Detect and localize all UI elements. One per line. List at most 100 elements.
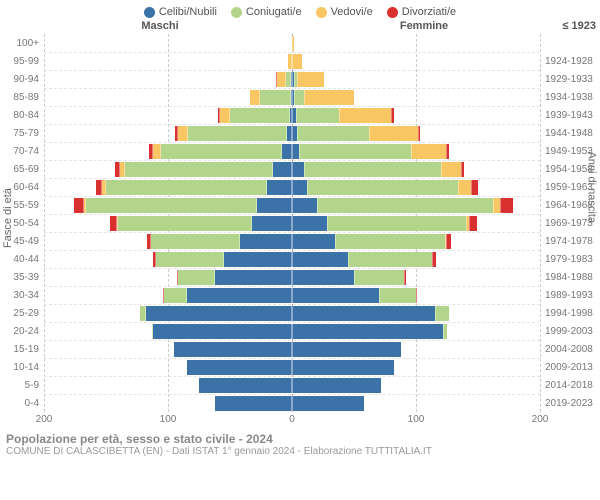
- bar-segment: [404, 270, 406, 285]
- age-label: 75-79: [0, 128, 44, 139]
- bar-segment: [187, 288, 292, 303]
- male-bar: [44, 124, 292, 142]
- legend-swatch: [144, 7, 155, 18]
- bar-segment: [446, 144, 450, 159]
- birth-year-label: 1949-1953: [540, 146, 600, 157]
- bar-segment: [174, 342, 292, 357]
- male-bar: [44, 70, 292, 88]
- birth-year-label: 1934-1938: [540, 92, 600, 103]
- bar-segment: [292, 378, 381, 393]
- birth-year-label: 1929-1933: [540, 74, 600, 85]
- bar-segment: [348, 252, 432, 267]
- chart-row: 5-92014-2018: [0, 376, 600, 394]
- bar-segment: [299, 144, 411, 159]
- legend-swatch: [387, 7, 398, 18]
- chart-row: 15-192004-2008: [0, 340, 600, 358]
- birth-year-label: 1964-1968: [540, 200, 600, 211]
- birth-year-label: 1944-1948: [540, 128, 600, 139]
- bar-segment: [156, 252, 224, 267]
- x-axis: 2001000100200: [0, 412, 600, 428]
- chart-row: 55-59 1964-1968: [0, 196, 600, 214]
- bar-container: [44, 340, 540, 358]
- chart-row: 35-39 1984-1988: [0, 268, 600, 286]
- birth-year-label: 2004-2008: [540, 344, 600, 355]
- birth-header-top: ≤ 1923: [540, 20, 600, 32]
- male-bar: [44, 340, 292, 358]
- bar-segment: [292, 162, 304, 177]
- bar-container: [44, 196, 540, 214]
- birth-year-label: 1984-1988: [540, 272, 600, 283]
- chart-row: 85-89 1934-1938: [0, 88, 600, 106]
- x-tick: 100: [160, 414, 177, 425]
- bar-segment: [161, 144, 283, 159]
- male-bar: [44, 304, 292, 322]
- legend: Celibi/Nubili Coniugati/e Vedovi/e Divorzia…: [0, 0, 600, 18]
- bar-segment: [252, 216, 292, 231]
- bar-container: [44, 376, 540, 394]
- bar-segment: [74, 198, 84, 213]
- age-label: 5-9: [0, 380, 44, 391]
- female-bar: [292, 52, 540, 70]
- birth-year-label: 1994-1998: [540, 308, 600, 319]
- bar-container: [44, 70, 540, 88]
- male-bar: [44, 196, 292, 214]
- legend-item: Vedovi/e: [316, 6, 373, 18]
- male-bar: [44, 106, 292, 124]
- age-label: 25-29: [0, 308, 44, 319]
- age-label: 0-4: [0, 398, 44, 409]
- male-header: Maschi: [36, 20, 284, 32]
- legend-label: Celibi/Nubili: [159, 6, 217, 18]
- chart-footer: Popolazione per età, sesso e stato civil…: [0, 428, 600, 457]
- bar-segment: [418, 126, 419, 141]
- bar-segment: [151, 234, 240, 249]
- female-bar: [292, 142, 540, 160]
- age-label: 70-74: [0, 146, 44, 157]
- bar-container: [44, 106, 540, 124]
- bar-segment: [292, 36, 294, 51]
- birth-year-label: 2009-2013: [540, 362, 600, 373]
- bar-segment: [297, 72, 324, 87]
- bar-segment: [153, 324, 292, 339]
- age-label: 85-89: [0, 92, 44, 103]
- bar-segment: [260, 90, 291, 105]
- bar-segment: [292, 198, 317, 213]
- chart-row: 70-74 1949-1953: [0, 142, 600, 160]
- female-bar: [292, 250, 540, 268]
- bar-segment: [230, 108, 290, 123]
- female-bar: [292, 70, 540, 88]
- bar-segment: [304, 162, 440, 177]
- chart-rows: 100+95-991924-192890-941929-193385-89193…: [0, 34, 600, 412]
- chart-row: 20-241999-2003: [0, 322, 600, 340]
- legend-label: Divorziati/e: [402, 6, 456, 18]
- chart-row: 10-142009-2013: [0, 358, 600, 376]
- bar-segment: [296, 108, 339, 123]
- chart-title: Popolazione per età, sesso e stato civil…: [6, 432, 600, 446]
- male-bar: [44, 142, 292, 160]
- bar-container: [44, 142, 540, 160]
- bar-segment: [432, 252, 436, 267]
- female-bar: [292, 286, 540, 304]
- female-bar: [292, 322, 540, 340]
- birth-year-label: 1954-1958: [540, 164, 600, 175]
- chart-subtitle: COMUNE DI CALASCIBETTA (EN) - Dati ISTAT…: [6, 446, 600, 457]
- bar-segment: [471, 180, 478, 195]
- chart-row: 90-941929-1933: [0, 70, 600, 88]
- age-label: 55-59: [0, 200, 44, 211]
- bar-segment: [435, 306, 450, 321]
- female-bar: [292, 340, 540, 358]
- chart-row: 100+: [0, 34, 600, 52]
- bar-segment: [411, 144, 446, 159]
- age-label: 45-49: [0, 236, 44, 247]
- chart-row: 60-641959-1963: [0, 178, 600, 196]
- bar-container: [44, 34, 540, 52]
- age-label: 35-39: [0, 272, 44, 283]
- bar-segment: [178, 126, 188, 141]
- male-bar: [44, 286, 292, 304]
- legend-item: Coniugati/e: [231, 6, 302, 18]
- bar-segment: [292, 342, 401, 357]
- birth-year-label: 1939-1943: [540, 110, 600, 121]
- x-tick: 200: [532, 414, 549, 425]
- bar-container: [44, 286, 540, 304]
- bar-segment: [416, 288, 417, 303]
- chart-row: 65-691954-1958: [0, 160, 600, 178]
